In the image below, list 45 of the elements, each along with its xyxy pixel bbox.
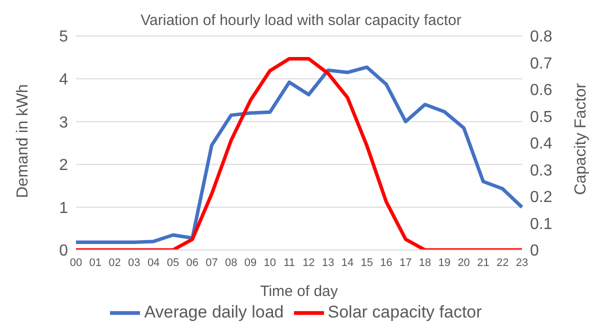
x-tick-label: 12 (302, 256, 315, 269)
y-tick-label: 0 (59, 242, 68, 260)
x-tick-label: 17 (400, 256, 412, 269)
x-tick-label: 20 (458, 256, 470, 269)
x-axis-title: Time of day (260, 283, 338, 300)
x-tick-label: 22 (496, 256, 509, 269)
x-tick-label: 18 (418, 256, 432, 269)
legend-label: Solar capacity factor (328, 302, 482, 322)
chart-title: Variation of hourly load with solar capacity factor (140, 12, 462, 29)
x-tick-label: 07 (206, 256, 218, 269)
y2-tick-label: 0.8 (530, 28, 552, 46)
x-tick-label: 19 (438, 256, 451, 269)
legend-label: Average daily load (144, 302, 284, 322)
x-tick-label: 15 (360, 256, 373, 269)
y2-tick-label: 0.4 (530, 136, 552, 153)
y-axis-title: Demand in kWh (14, 84, 32, 198)
y-tick-label: 3 (59, 114, 68, 132)
y2-tick-label: 0 (530, 242, 539, 260)
x-tick-label: 01 (89, 256, 102, 269)
y2-tick-label: 0.1 (530, 216, 552, 233)
x-tick-label: 13 (322, 256, 334, 269)
x-tick-label: 02 (108, 256, 121, 269)
y2-tick-label: 0.3 (530, 162, 552, 180)
x-tick-label: 14 (341, 256, 354, 269)
x-tick-label: 23 (516, 256, 528, 269)
y-tick-label: 1 (59, 200, 68, 217)
y2-tick-label: 0.6 (530, 82, 552, 100)
x-tick-label: 04 (147, 256, 160, 269)
x-tick-label: 11 (284, 256, 296, 269)
x-tick-label: 16 (380, 256, 392, 269)
y2-tick-label: 0.7 (530, 55, 552, 72)
y-tick-label: 5 (59, 28, 68, 46)
y2-tick-label: 0.5 (530, 108, 552, 126)
x-tick-label: 05 (166, 256, 180, 269)
x-tick-label: 09 (244, 256, 257, 269)
x-tick-label: 00 (70, 256, 82, 269)
y2-tick-label: 0.2 (530, 189, 552, 206)
y-tick-label: 4 (59, 71, 68, 88)
x-tick-label: 08 (225, 256, 238, 269)
y2-axis-title: Capacity Factor (572, 82, 590, 196)
x-tick-label: 21 (477, 256, 490, 269)
x-tick-label: 03 (128, 256, 140, 269)
x-tick-label: 10 (264, 256, 276, 269)
x-tick-label: 06 (186, 256, 198, 269)
y-tick-label: 2 (59, 157, 68, 174)
